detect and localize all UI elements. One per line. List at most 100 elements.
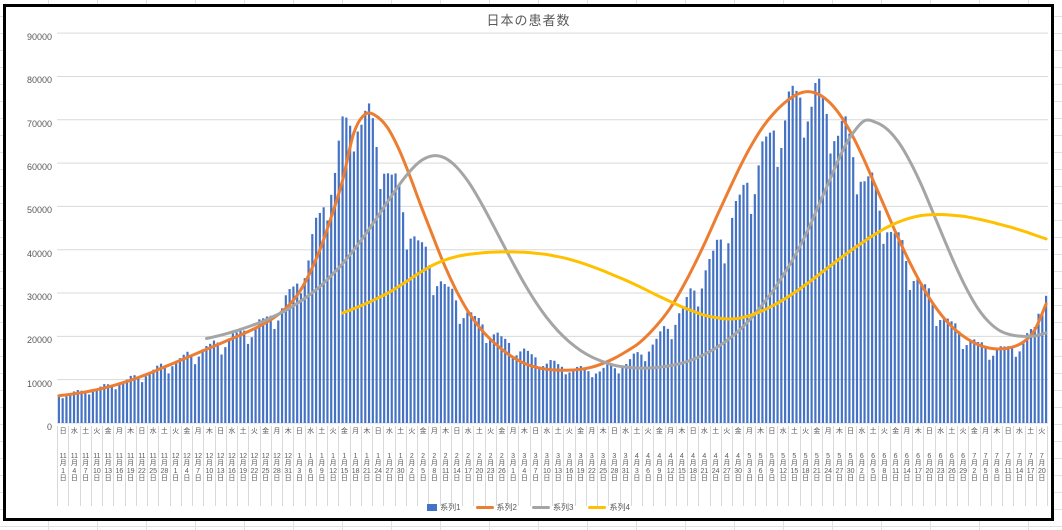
- bar[interactable]: [602, 367, 605, 423]
- bar[interactable]: [269, 315, 272, 423]
- bar[interactable]: [893, 233, 896, 423]
- bar[interactable]: [470, 312, 473, 423]
- bar[interactable]: [265, 316, 269, 423]
- bar[interactable]: [485, 343, 488, 423]
- bar[interactable]: [534, 357, 537, 423]
- bar[interactable]: [840, 120, 843, 424]
- bar[interactable]: [768, 132, 772, 423]
- bar[interactable]: [621, 367, 624, 423]
- bar[interactable]: [746, 182, 749, 423]
- bar[interactable]: [216, 342, 219, 423]
- bar[interactable]: [201, 349, 204, 423]
- bar[interactable]: [454, 300, 458, 423]
- bar[interactable]: [118, 385, 121, 423]
- bar[interactable]: [299, 293, 303, 423]
- bar[interactable]: [228, 338, 231, 423]
- bar[interactable]: [383, 173, 386, 423]
- bar[interactable]: [209, 343, 212, 423]
- bar[interactable]: [708, 259, 711, 423]
- bar[interactable]: [205, 346, 208, 423]
- legend[interactable]: 系列1 系列2 系列3 系列4: [6, 500, 1051, 514]
- bar[interactable]: [303, 278, 306, 423]
- bar[interactable]: [152, 369, 155, 423]
- bar[interactable]: [341, 116, 344, 424]
- bar[interactable]: [674, 324, 677, 423]
- bar[interactable]: [167, 373, 170, 423]
- bar[interactable]: [976, 342, 980, 423]
- bar[interactable]: [235, 332, 238, 423]
- line-series-3[interactable]: [204, 118, 1048, 370]
- bar[interactable]: [712, 250, 715, 423]
- bar[interactable]: [371, 118, 374, 423]
- bar[interactable]: [186, 351, 189, 423]
- bar[interactable]: [390, 174, 393, 423]
- bar[interactable]: [76, 390, 79, 423]
- bar[interactable]: [84, 391, 87, 423]
- bar[interactable]: [500, 336, 503, 423]
- bar[interactable]: [575, 366, 579, 423]
- bar[interactable]: [628, 359, 632, 423]
- chart-title[interactable]: 日本の患者数: [486, 13, 571, 28]
- bar[interactable]: [375, 146, 378, 424]
- bar[interactable]: [133, 375, 136, 423]
- bar[interactable]: [557, 364, 560, 423]
- bar[interactable]: [802, 137, 806, 423]
- bar[interactable]: [931, 303, 934, 423]
- bar[interactable]: [594, 373, 598, 423]
- plot-area[interactable]: [6, 7, 1051, 518]
- bar[interactable]: [61, 398, 64, 423]
- legend-item-series1[interactable]: 系列1: [427, 502, 461, 513]
- bar[interactable]: [992, 355, 995, 423]
- bar[interactable]: [719, 239, 722, 423]
- bar[interactable]: [662, 326, 666, 423]
- bar[interactable]: [610, 365, 613, 423]
- bar[interactable]: [806, 121, 809, 423]
- bar[interactable]: [874, 185, 877, 423]
- bar[interactable]: [659, 331, 662, 423]
- bar[interactable]: [224, 347, 227, 423]
- bar[interactable]: [901, 240, 904, 423]
- bar[interactable]: [958, 331, 961, 423]
- bar[interactable]: [579, 366, 582, 423]
- bar[interactable]: [632, 353, 635, 423]
- bar[interactable]: [855, 194, 859, 423]
- bar[interactable]: [795, 90, 798, 423]
- bar[interactable]: [670, 339, 673, 423]
- bar[interactable]: [980, 342, 983, 423]
- bar[interactable]: [458, 323, 461, 423]
- bar[interactable]: [666, 328, 669, 423]
- bar[interactable]: [946, 318, 949, 423]
- bar[interactable]: [973, 339, 976, 423]
- bar[interactable]: [988, 359, 991, 423]
- bar[interactable]: [515, 355, 518, 423]
- bar[interactable]: [163, 366, 166, 423]
- bar[interactable]: [821, 96, 825, 424]
- bar[interactable]: [738, 194, 741, 423]
- bar[interactable]: [428, 265, 431, 423]
- bar[interactable]: [1033, 327, 1036, 423]
- bar[interactable]: [871, 172, 874, 423]
- bar[interactable]: [243, 330, 246, 423]
- bar[interactable]: [333, 172, 337, 423]
- bar[interactable]: [818, 78, 821, 424]
- bar[interactable]: [598, 371, 601, 423]
- bar[interactable]: [178, 358, 182, 423]
- bar[interactable]: [939, 320, 942, 423]
- bar[interactable]: [137, 377, 140, 423]
- bar[interactable]: [409, 238, 412, 423]
- bar[interactable]: [386, 173, 390, 423]
- bar[interactable]: [1045, 295, 1048, 423]
- bar[interactable]: [318, 212, 321, 423]
- bar[interactable]: [88, 394, 91, 423]
- bar[interactable]: [935, 325, 938, 423]
- bar[interactable]: [905, 260, 908, 423]
- bar[interactable]: [352, 151, 356, 424]
- bar[interactable]: [727, 243, 730, 423]
- bar[interactable]: [776, 166, 779, 423]
- bar[interactable]: [315, 217, 318, 423]
- bar[interactable]: [549, 360, 552, 423]
- bar[interactable]: [1018, 351, 1021, 423]
- bar[interactable]: [258, 319, 261, 423]
- bar[interactable]: [405, 249, 408, 423]
- bar[interactable]: [912, 280, 915, 423]
